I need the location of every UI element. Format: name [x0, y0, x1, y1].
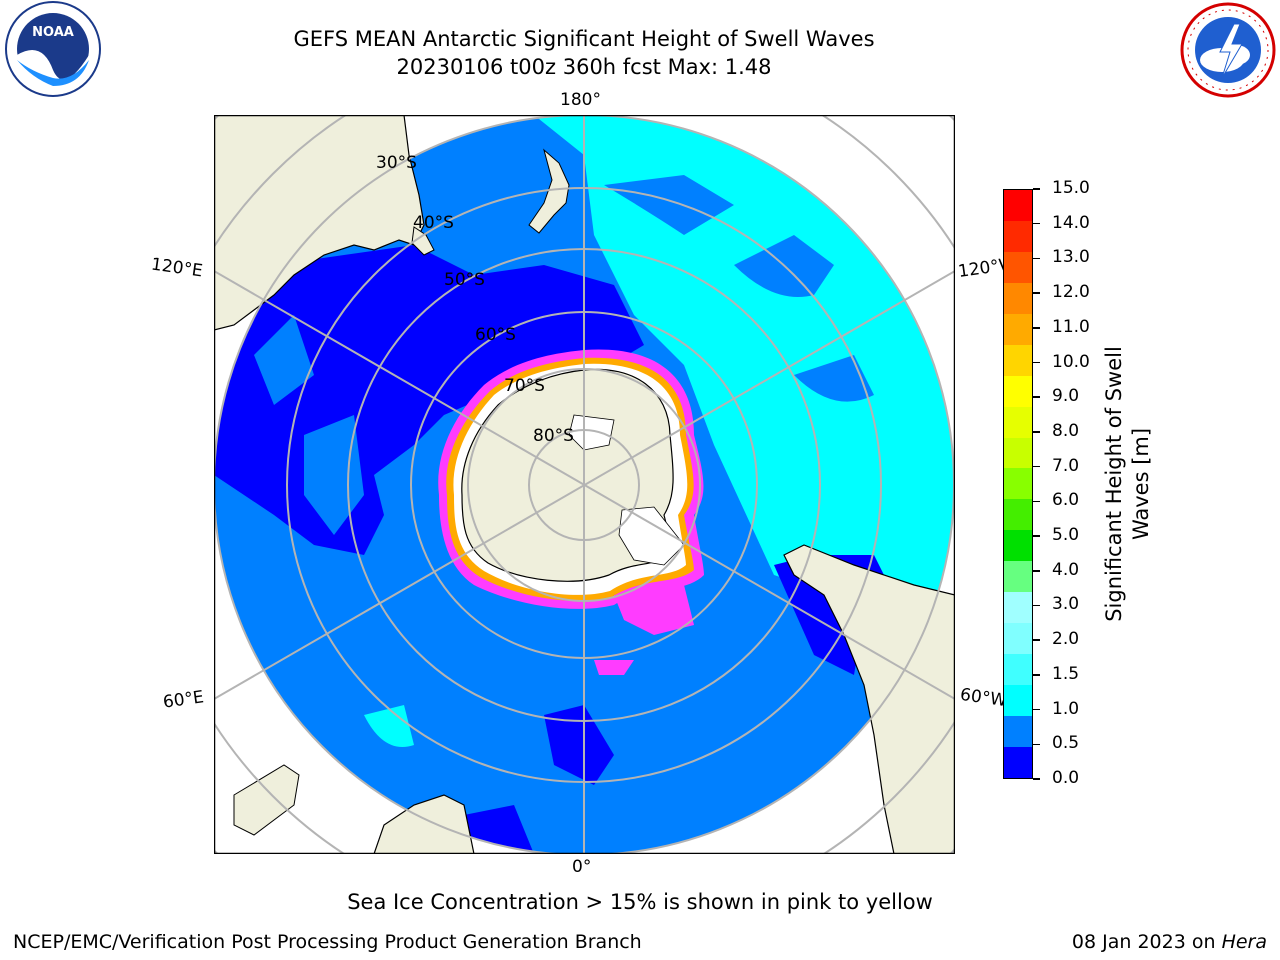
colorbar-tick-mark	[1033, 500, 1040, 503]
colorbar-segment	[1004, 747, 1032, 778]
colorbar-tick-mark	[1033, 604, 1040, 607]
colorbar-segment	[1004, 468, 1032, 500]
colorbar-segment	[1004, 220, 1032, 252]
lon-label-60e: 60°E	[161, 687, 206, 713]
colorbar-tick-mark	[1033, 743, 1040, 746]
colorbar-segment	[1004, 561, 1032, 593]
colorbar-tick-label: 4.0	[1052, 559, 1080, 580]
colorbar-tick-label: 0.0	[1052, 768, 1080, 788]
colorbar-tick-label: 1.0	[1052, 698, 1080, 719]
colorbar-tick-mark	[1033, 222, 1040, 225]
colorbar-tick-mark	[1033, 361, 1040, 364]
colorbar-tick-label: 13.0	[1052, 247, 1090, 268]
colorbar-tick-label: 12.0	[1052, 282, 1090, 303]
footer-date: 08 Jan 2023 on	[1071, 931, 1222, 953]
colorbar	[1003, 189, 1033, 779]
colorbar-segment	[1004, 716, 1032, 748]
footer-machine: Hera	[1221, 931, 1267, 953]
colorbar-label-line-2: Waves [m]	[1129, 427, 1153, 541]
colorbar-tick-label: 1.5	[1052, 663, 1080, 684]
colorbar-segment	[1004, 499, 1032, 531]
map-title-line-2: 20230106 t00z 360h fcst Max: 1.48	[396, 55, 772, 79]
map-frame	[214, 115, 955, 854]
colorbar-tick-mark	[1033, 674, 1040, 676]
land-australia	[214, 115, 425, 331]
colorbar-tick-label: 9.0	[1052, 386, 1080, 407]
lat-label-50s: 50°S	[444, 270, 485, 290]
colorbar-tick-label: 14.0	[1052, 212, 1090, 233]
polar-map	[214, 115, 955, 854]
map-title-line-1: GEFS MEAN Antarctic Significant Height o…	[293, 27, 875, 51]
colorbar-tick-mark	[1033, 257, 1040, 260]
colorbar-segment	[1004, 375, 1032, 407]
footer-right: 08 Jan 2023 on Hera	[1072, 931, 1267, 953]
lon-label-180: 180°	[560, 90, 601, 110]
colorbar-tick-mark	[1033, 778, 1040, 780]
colorbar-segment	[1004, 189, 1032, 221]
noaa-logo: NOAA	[5, 1, 101, 97]
colorbar-segment	[1004, 344, 1032, 376]
lat-label-80s: 80°S	[533, 426, 574, 446]
colorbar-tick-mark	[1033, 465, 1040, 468]
footer-left: NCEP/EMC/Verification Post Processing Pr…	[13, 931, 642, 953]
colorbar-segment	[1004, 685, 1032, 717]
colorbar-label-line-1: Significant Height of Swell	[1102, 346, 1126, 622]
colorbar-tick-label: 5.0	[1052, 525, 1080, 546]
colorbar-tick-mark	[1033, 535, 1040, 537]
lat-label-40s: 40°S	[413, 213, 454, 233]
swell-1-1.5m-region	[534, 115, 954, 635]
lon-label-60w: 60°W	[958, 684, 1009, 712]
sea-ice-caption: Sea Ice Concentration > 15% is shown in …	[347, 890, 933, 914]
colorbar-segment	[1004, 530, 1032, 562]
lat-label-30s: 30°S	[376, 153, 417, 173]
colorbar-segment	[1004, 251, 1032, 283]
colorbar-segment	[1004, 406, 1032, 438]
colorbar-label: Significant Height of Swell Waves [m]	[1101, 346, 1155, 622]
swell-0-0.5m-region-south	[544, 705, 614, 785]
colorbar-tick-mark	[1033, 570, 1040, 572]
colorbar-tick-label: 10.0	[1052, 351, 1090, 372]
colorbar-tick-mark	[1033, 292, 1040, 294]
lat-label-70s: 70°S	[504, 376, 545, 396]
colorbar-tick-mark	[1033, 639, 1040, 641]
colorbar-segment	[1004, 282, 1032, 314]
colorbar-tick-label: 2.0	[1052, 629, 1080, 650]
colorbar-tick-label: 8.0	[1052, 420, 1080, 441]
colorbar-tick-mark	[1033, 327, 1040, 329]
colorbar-segment	[1004, 313, 1032, 345]
lon-label-120e: 120°E	[149, 254, 204, 282]
land-africa	[373, 794, 475, 854]
colorbar-tick-label: 3.0	[1052, 594, 1080, 615]
land-new-zealand	[528, 148, 570, 234]
lat-label-60s: 60°S	[475, 325, 516, 345]
noaa-logo-text: NOAA	[32, 25, 74, 40]
colorbar-tick-mark	[1033, 396, 1040, 398]
colorbar-tick-mark	[1033, 431, 1040, 433]
colorbar-segment	[1004, 623, 1032, 655]
colorbar-tick-mark	[1033, 188, 1040, 190]
nws-logo	[1180, 2, 1276, 98]
colorbar-tick-label: 15.0	[1052, 178, 1090, 198]
colorbar-tick-mark	[1033, 708, 1040, 711]
colorbar-segment	[1004, 654, 1032, 686]
colorbar-tick-label: 7.0	[1052, 455, 1080, 476]
colorbar-segment	[1004, 437, 1032, 469]
colorbar-segment	[1004, 592, 1032, 624]
colorbar-tick-label: 6.0	[1052, 490, 1080, 511]
lon-label-0: 0°	[572, 857, 592, 877]
colorbar-ticks: 15.0 14.0 13.0 12.0 11.0 10.0 9.0 8.0 7.0 6.0 5.0 4…	[1033, 178, 1095, 788]
colorbar-tick-label: 0.5	[1052, 733, 1080, 754]
colorbar-tick-label: 11.0	[1052, 316, 1090, 337]
land-madagascar	[233, 764, 300, 836]
